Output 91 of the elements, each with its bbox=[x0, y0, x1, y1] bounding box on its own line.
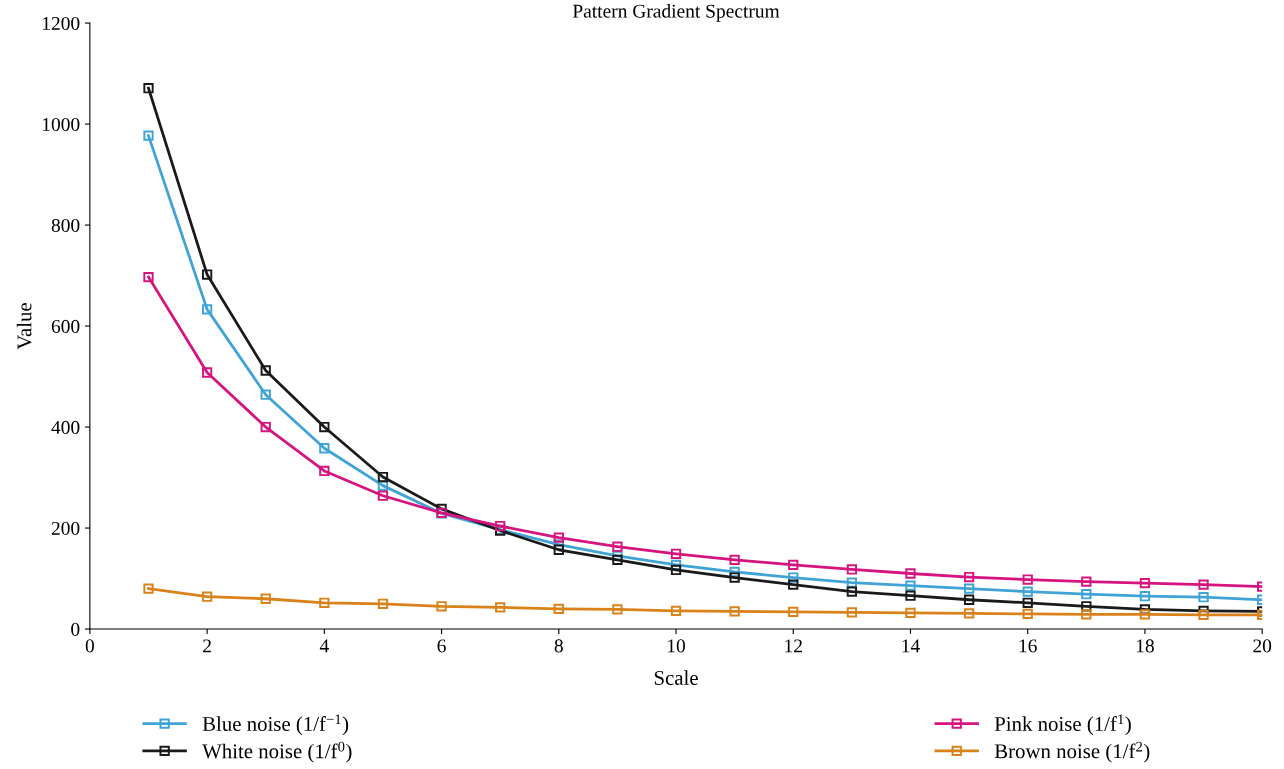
point bbox=[377, 490, 389, 501]
point bbox=[1022, 597, 1033, 608]
y-tick-label: 200 bbox=[51, 521, 80, 535]
point bbox=[260, 365, 271, 376]
point bbox=[1198, 609, 1209, 621]
point bbox=[846, 564, 858, 575]
y-axis-title: Value bbox=[16, 303, 32, 350]
point bbox=[1022, 586, 1033, 597]
point bbox=[612, 604, 623, 615]
legend-label: White noise (1/f$^{0}$) bbox=[202, 741, 352, 763]
x-axis-title: Scale bbox=[654, 670, 698, 685]
point bbox=[963, 571, 975, 583]
point bbox=[143, 83, 154, 94]
point bbox=[143, 271, 154, 283]
x-tick-label: 6 bbox=[437, 639, 446, 653]
point bbox=[846, 586, 858, 597]
x-tick-label: 8 bbox=[554, 639, 563, 653]
point bbox=[1022, 608, 1033, 620]
point bbox=[319, 597, 330, 608]
point bbox=[143, 583, 154, 594]
x-tick-label: 18 bbox=[1136, 639, 1154, 653]
point bbox=[553, 544, 564, 555]
point bbox=[143, 130, 154, 141]
point bbox=[963, 608, 975, 619]
point bbox=[495, 520, 506, 532]
point bbox=[377, 471, 389, 483]
point bbox=[377, 598, 389, 609]
legend-label: Pink noise (1/f$^{1}$) bbox=[994, 714, 1131, 736]
point bbox=[788, 559, 799, 571]
point bbox=[963, 583, 975, 594]
point bbox=[436, 601, 447, 612]
point bbox=[201, 591, 213, 602]
legend-label: Blue noise (1/f$^{−1}$) bbox=[202, 714, 349, 736]
point bbox=[201, 269, 213, 280]
point bbox=[788, 572, 799, 583]
x-tick-label: 20 bbox=[1253, 639, 1272, 653]
point bbox=[729, 554, 740, 565]
point bbox=[788, 579, 799, 590]
point bbox=[1081, 609, 1092, 620]
y-tick-label: 800 bbox=[51, 218, 80, 232]
x-tick-label: 4 bbox=[319, 639, 329, 653]
y-tick-label: 400 bbox=[51, 420, 80, 434]
point bbox=[612, 554, 623, 565]
point bbox=[1081, 589, 1092, 600]
y-tick-label: 1000 bbox=[42, 117, 80, 131]
point bbox=[377, 480, 389, 491]
point bbox=[905, 607, 916, 619]
point bbox=[670, 605, 682, 616]
x-tick-label: 16 bbox=[1019, 639, 1037, 653]
point bbox=[1139, 609, 1151, 620]
point bbox=[260, 421, 271, 433]
legend-label: Brown noise (1/f$^{2}$) bbox=[994, 741, 1150, 763]
chart-title: Pattern Gradient Spectrum bbox=[572, 4, 780, 22]
point bbox=[729, 566, 740, 578]
point bbox=[1198, 579, 1209, 590]
point bbox=[670, 548, 682, 559]
point bbox=[201, 367, 213, 378]
point bbox=[319, 443, 330, 454]
point bbox=[201, 304, 213, 315]
x-tick-label: 14 bbox=[902, 639, 920, 653]
point bbox=[1139, 591, 1151, 602]
point bbox=[1022, 574, 1033, 585]
point bbox=[846, 577, 858, 588]
point bbox=[612, 541, 623, 552]
point bbox=[1081, 601, 1092, 612]
point bbox=[670, 564, 682, 576]
x-tick-label: 10 bbox=[668, 639, 686, 653]
point bbox=[729, 572, 740, 583]
point bbox=[905, 568, 916, 579]
point bbox=[319, 421, 330, 433]
point bbox=[1198, 592, 1209, 603]
point bbox=[846, 607, 858, 618]
y-tick-label: 0 bbox=[71, 622, 80, 636]
point bbox=[319, 465, 330, 477]
y-tick-label: 600 bbox=[51, 319, 80, 333]
y-tick-label: 1200 bbox=[42, 16, 80, 31]
point bbox=[553, 532, 564, 543]
point bbox=[905, 590, 916, 601]
point bbox=[553, 603, 564, 614]
x-tick-label: 12 bbox=[785, 639, 802, 653]
point bbox=[495, 602, 506, 613]
point bbox=[729, 606, 740, 617]
x-tick-label: 0 bbox=[85, 639, 94, 653]
point bbox=[905, 580, 916, 591]
point bbox=[963, 594, 975, 605]
point bbox=[1081, 576, 1092, 587]
point bbox=[260, 593, 271, 604]
x-tick-label: 2 bbox=[203, 639, 211, 653]
point bbox=[788, 606, 799, 618]
point bbox=[1139, 577, 1151, 589]
point bbox=[260, 389, 271, 400]
